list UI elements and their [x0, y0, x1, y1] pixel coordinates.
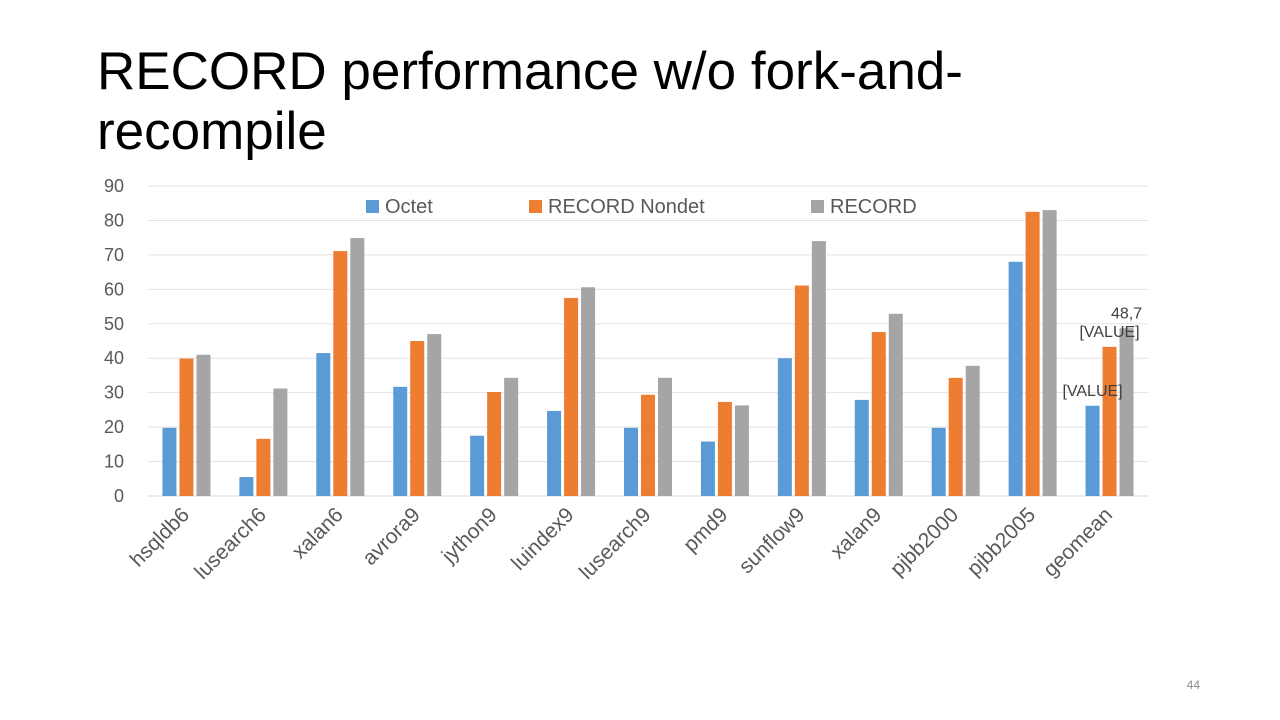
y-tick-label: 30 [104, 383, 124, 403]
bar-record-nondet [1025, 211, 1040, 497]
bar-octet [470, 435, 485, 496]
bar-record [1119, 328, 1134, 496]
x-tick-label: lusearch9 [575, 503, 656, 584]
bar-record-nondet [410, 341, 425, 496]
bar-octet [700, 441, 715, 496]
bar-octet [316, 353, 331, 496]
legend-label: RECORD [830, 196, 917, 218]
y-tick-label: 70 [104, 245, 124, 265]
bar-octet [1008, 261, 1023, 496]
y-tick-label: 20 [104, 417, 124, 437]
bar-record [504, 377, 519, 496]
x-tick-label: avrora9 [358, 503, 425, 570]
bar-record [273, 388, 288, 496]
x-tick-label: lusearch6 [190, 503, 271, 584]
data-label: [VALUE] [1062, 383, 1122, 400]
legend-swatch [366, 200, 379, 213]
bar-record [427, 334, 442, 496]
slide-number: 44 [1186, 678, 1200, 692]
legend-label: RECORD Nondet [548, 196, 705, 218]
legend-label: Octet [385, 196, 433, 218]
bar-record-nondet [564, 297, 579, 496]
legend-swatch [529, 200, 542, 213]
bar-record-nondet [871, 332, 886, 496]
bar-record-nondet [256, 438, 271, 496]
bar-octet [239, 477, 254, 496]
bar-record [811, 241, 826, 496]
bar-octet [547, 410, 562, 496]
bar-octet [393, 386, 408, 496]
slide-title-line-1: RECORD performance w/o fork-and- [97, 42, 963, 101]
bar-record [350, 238, 365, 496]
y-tick-label: 90 [104, 176, 124, 196]
x-tick-label: hsqldb6 [126, 503, 194, 571]
y-tick-label: 0 [114, 486, 124, 506]
x-tick-label: luindex9 [507, 503, 579, 575]
x-tick-label: pjbb2005 [963, 503, 1040, 580]
bar-record [1042, 210, 1057, 496]
bar-record [196, 354, 211, 496]
y-tick-label: 80 [104, 210, 124, 230]
bar-record-nondet [948, 377, 963, 496]
x-tick-label: xalan6 [288, 503, 348, 563]
bar-record-nondet [794, 285, 809, 496]
bar-record [888, 313, 903, 496]
legend-swatch [811, 200, 824, 213]
x-tick-label: geomean [1039, 503, 1117, 581]
bar-record [581, 287, 596, 496]
x-tick-label: xalan9 [826, 503, 886, 563]
bar-octet [1085, 405, 1100, 496]
bar-record [658, 377, 672, 496]
data-label: [VALUE] [1079, 324, 1139, 341]
y-tick-label: 60 [104, 279, 124, 299]
bar-record-nondet [641, 394, 655, 496]
bar-octet [931, 427, 946, 496]
y-tick-label: 10 [104, 452, 124, 472]
slide-title-line-2: recompile [97, 102, 327, 161]
bar-record-nondet [717, 401, 732, 496]
x-tick-label: sunflow9 [735, 503, 810, 578]
y-tick-label: 50 [104, 314, 124, 334]
y-tick-label: 40 [104, 348, 124, 368]
bar-octet [162, 427, 177, 496]
bar-record-nondet [333, 251, 348, 496]
data-label: 48,7 [1111, 305, 1142, 322]
bar-octet [777, 358, 792, 496]
bar-record-nondet [1102, 346, 1117, 496]
bar-record [734, 405, 749, 496]
bar-record-nondet [179, 358, 194, 496]
x-tick-label: pjbb2000 [886, 503, 963, 580]
bar-octet [854, 399, 869, 496]
bar-record [965, 365, 980, 496]
slide-title: RECORD performance w/o fork-and- recompi… [97, 42, 1197, 162]
x-tick-label: jython9 [437, 503, 502, 568]
x-tick-label: pmd9 [679, 503, 732, 556]
bar-octet [624, 427, 638, 496]
bar-record-nondet [487, 391, 502, 496]
